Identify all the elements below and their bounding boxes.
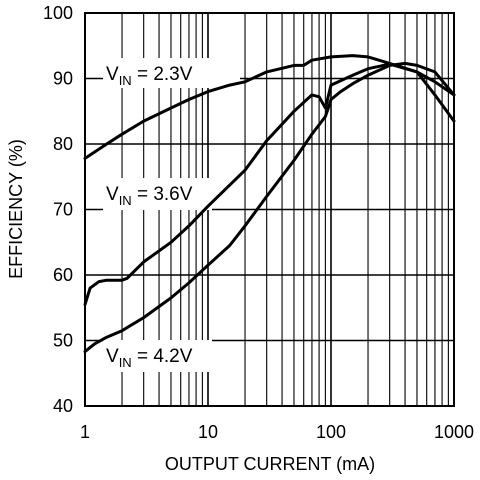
y-tick-label: 40 [53, 396, 73, 416]
vin-label-1: VIN = 2.3V [106, 64, 193, 88]
vin-label-2: VIN = 3.6V [106, 184, 193, 208]
y-tick-label: 90 [53, 69, 73, 89]
vin-label-3: VIN = 4.2V [106, 346, 193, 370]
y-tick-label: 80 [53, 134, 73, 154]
y-axis-label: EFFICIENCY (%) [6, 139, 26, 279]
curves [83, 54, 456, 354]
x-tick-label: 10 [198, 422, 218, 442]
efficiency-curve-2 [83, 62, 456, 306]
grid [85, 13, 454, 406]
y-tick-label: 60 [53, 265, 73, 285]
tick-labels: 1 10 100 1000 40 50 60 70 80 90 100 [43, 3, 474, 442]
y-tick-label: 70 [53, 200, 73, 220]
plot-frame [84, 12, 455, 407]
x-tick-label: 1000 [434, 422, 474, 442]
annotations: VIN = 2.3V VIN = 3.6V VIN = 4.2V [106, 64, 193, 370]
efficiency-curve-1 [83, 54, 456, 160]
x-tick-label: 1 [80, 422, 90, 442]
y-tick-label: 50 [53, 331, 73, 351]
x-axis-label: OUTPUT CURRENT (mA) [165, 454, 375, 474]
x-tick-label: 100 [316, 422, 346, 442]
y-tick-label: 100 [43, 3, 73, 23]
efficiency-curve-3 [83, 61, 456, 354]
